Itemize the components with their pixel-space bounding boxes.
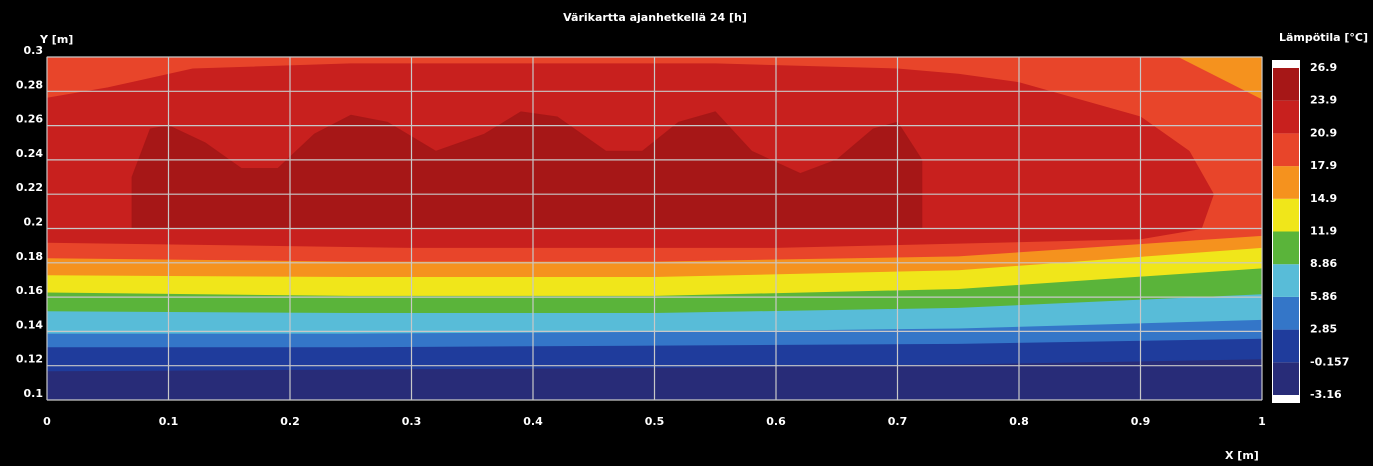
y-tick-label: 0.3	[24, 44, 44, 57]
colorbar-swatch	[1273, 133, 1299, 167]
colorbar-swatch	[1273, 100, 1299, 134]
colorbar-swatch	[1273, 329, 1299, 363]
colorbar-swatch	[1273, 198, 1299, 232]
x-tick-label: 0.5	[645, 415, 665, 428]
y-tick-label: 0.14	[16, 318, 43, 331]
contour-region	[131, 111, 923, 229]
y-tick-label: 0.28	[16, 78, 43, 91]
chart-title: Värikartta ajanhetkellä 24 [h]	[563, 11, 747, 24]
y-tick-label: 0.16	[16, 284, 43, 297]
colorbar-tick-label: 8.86	[1310, 257, 1337, 270]
y-tick-label: 0.24	[16, 147, 43, 160]
colorbar-tick-label: 14.9	[1310, 192, 1337, 205]
x-tick-label: 0.9	[1131, 415, 1151, 428]
colorbar-swatch	[1273, 68, 1299, 101]
colorbar-swatch	[1273, 362, 1299, 395]
colorbar-tick-label: 2.85	[1310, 323, 1337, 336]
x-tick-label: 0	[43, 415, 51, 428]
y-tick-label: 0.18	[16, 250, 43, 263]
colorbar-label: Lämpötila [°C]	[1279, 31, 1368, 44]
colorbar-tick-label: -0.157	[1310, 355, 1349, 368]
x-tick-label: 0.1	[159, 415, 179, 428]
y-tick-label: 0.2	[24, 216, 44, 229]
y-axis-label: Y [m]	[39, 33, 73, 46]
colorbar-tick-label: 20.9	[1310, 126, 1337, 139]
x-tick-label: 1	[1258, 415, 1266, 428]
colorbar-swatch	[1273, 166, 1299, 199]
x-axis-label: X [m]	[1225, 449, 1259, 462]
colorbar-tick-label: 5.86	[1310, 290, 1337, 303]
colorbar-swatch	[1273, 296, 1299, 330]
colorbar-tick-label: 26.9	[1310, 61, 1337, 74]
colorbar-swatch	[1273, 231, 1299, 265]
y-tick-label: 0.22	[16, 181, 43, 194]
y-tick-label: 0.12	[16, 353, 43, 366]
x-tick-label: 0.8	[1009, 415, 1029, 428]
colorbar-tick-label: 23.9	[1310, 94, 1337, 107]
colorbar-swatch	[1273, 264, 1299, 297]
x-tick-label: 0.6	[766, 415, 786, 428]
colorbar-tick-label: 17.9	[1310, 159, 1337, 172]
x-tick-label: 0.4	[523, 415, 543, 428]
colorbar-tick-label: 11.9	[1310, 225, 1337, 238]
x-tick-label: 0.2	[280, 415, 300, 428]
y-tick-label: 0.1	[24, 387, 44, 400]
y-tick-label: 0.26	[16, 113, 43, 126]
colorbar-tick-label: -3.16	[1310, 388, 1342, 401]
x-tick-label: 0.7	[888, 415, 908, 428]
x-tick-label: 0.3	[402, 415, 422, 428]
